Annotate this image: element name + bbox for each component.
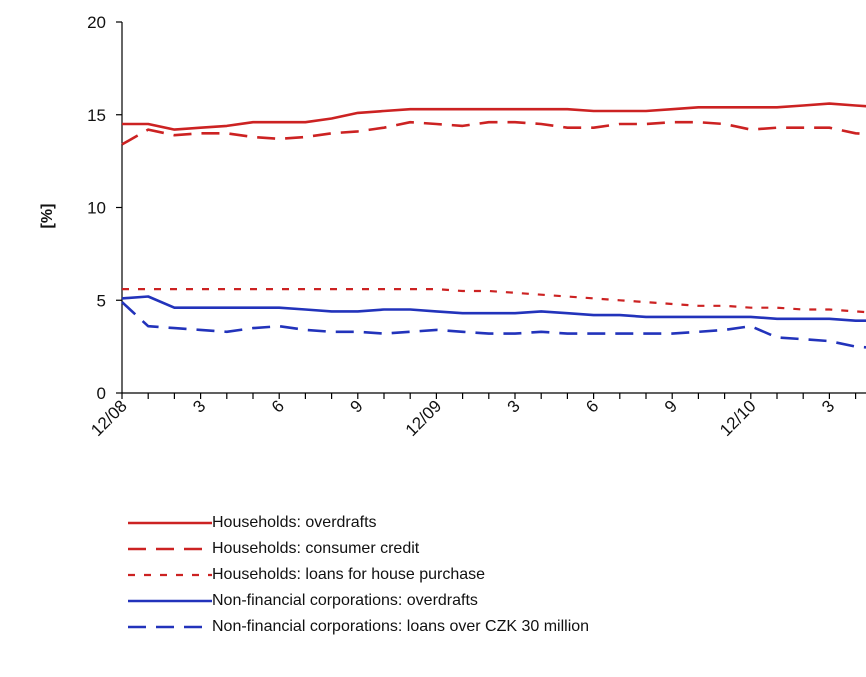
- y-axis-label: [%]: [39, 204, 56, 229]
- legend-item: Non-financial corporations: overdrafts: [128, 588, 589, 614]
- y-tick-label: 20: [87, 13, 106, 32]
- series-line-1: [122, 102, 866, 131]
- legend-swatch: [128, 599, 212, 603]
- legend-item: Households: consumer credit: [128, 536, 589, 562]
- x-tick-label: 12/09: [402, 396, 446, 440]
- legend-item: Households: loans for house purchase: [128, 562, 589, 588]
- series-line-5: [121, 301, 866, 349]
- y-tick-label: 15: [87, 106, 106, 125]
- legend-label: Households: overdrafts: [212, 514, 377, 531]
- legend-label: Households: consumer credit: [212, 540, 420, 557]
- x-tick-label: 12/08: [87, 396, 131, 440]
- y-tick-label: 0: [97, 384, 106, 403]
- series-line-3: [122, 288, 866, 314]
- legend: Households: overdrafts Households: consum…: [128, 510, 589, 640]
- series-line-4: [121, 295, 866, 323]
- legend-item: Households: overdrafts: [128, 510, 589, 536]
- x-tick-label: 12/10: [716, 396, 760, 440]
- x-tick-label: 3: [504, 396, 524, 416]
- legend-label: Households: loans for house purchase: [212, 566, 486, 583]
- legend-swatch: [128, 625, 212, 629]
- legend-swatch: [128, 573, 212, 577]
- x-tick-label: 3: [818, 396, 838, 416]
- y-tick-label: 5: [97, 291, 106, 310]
- x-tick-label: 3: [189, 396, 209, 416]
- legend-label: Non-financial corporations: loans over C…: [212, 618, 590, 635]
- x-tick-label: 9: [346, 396, 366, 416]
- legend-label: Non-financial corporations: overdrafts: [212, 592, 478, 609]
- x-tick-label: 9: [661, 396, 681, 416]
- legend-swatch: [128, 521, 212, 525]
- y-axis: 0 5 10 15 20: [87, 13, 123, 403]
- x-axis: 12/08 3 6 9 12/09 3 6 9 12/10 3: [87, 392, 866, 440]
- series-lines: [121, 102, 866, 349]
- legend-item: Non-financial corporations: loans over C…: [128, 614, 589, 640]
- line-chart: 0 5 10 15 20 12/08 3 6 9 12/09 3 6 9 12/10 3 [%]: [39, 13, 866, 440]
- x-tick-label: 6: [268, 396, 288, 416]
- y-tick-label: 10: [87, 199, 106, 218]
- x-tick-label: 6: [582, 396, 602, 416]
- legend-swatch: [128, 547, 212, 551]
